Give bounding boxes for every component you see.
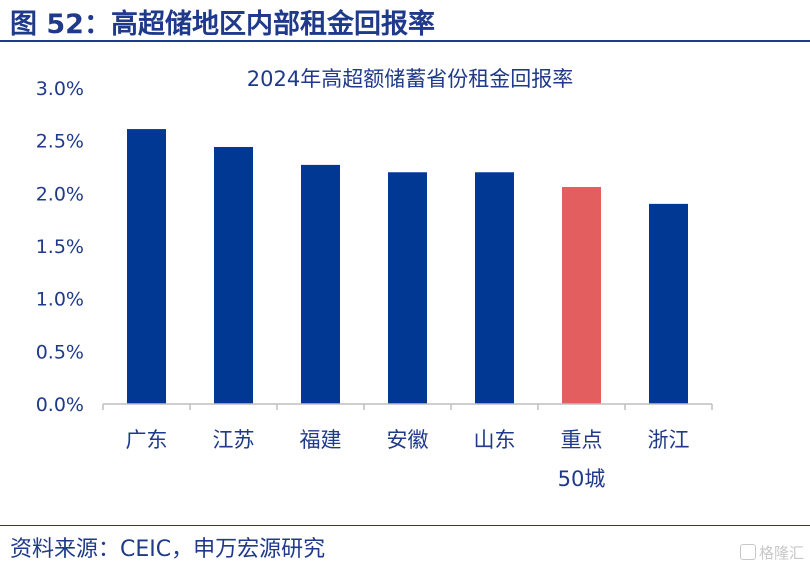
footer-divider [0, 525, 810, 526]
bars [127, 129, 688, 404]
bar [388, 172, 427, 404]
y-tick-label: 2.0% [36, 183, 84, 205]
y-tick-label: 2.5% [36, 131, 84, 153]
bar [562, 187, 601, 404]
chart-title: 2024年高超额储蓄省份租金回报率 [247, 67, 573, 91]
x-axis-tick-marks [102, 404, 713, 410]
y-tick-label: 0.5% [36, 341, 84, 363]
x-tick-label: 浙江 [648, 428, 690, 452]
figure-title: 图 52：高超储地区内部租金回报率 [10, 9, 435, 40]
source-note: 资料来源：CEIC，申万宏源研究 [10, 537, 326, 562]
x-tick-label: 重点 50城 [558, 428, 606, 491]
bar [127, 129, 166, 404]
x-tick-label: 安徽 [387, 428, 429, 452]
y-axis-tick-labels: 0.0% 0.5% 1.0% 1.5% 2.0% 2.5% 3.0% [36, 78, 84, 416]
x-tick-label: 江苏 [213, 428, 255, 452]
bar [649, 203, 688, 404]
bar [214, 146, 253, 404]
y-tick-label: 3.0% [36, 78, 84, 100]
x-tick-label: 山东 [474, 428, 516, 452]
x-tick-label: 广东 [126, 428, 168, 452]
bar [301, 164, 340, 404]
x-tick-label: 福建 [300, 428, 342, 452]
x-axis-tick-labels: 广东 江苏 福建 安徽 山东 重点 50城 浙江 [126, 428, 690, 491]
bar [475, 172, 514, 404]
title-divider [0, 40, 810, 42]
watermark: 格隆汇 [739, 542, 804, 563]
y-tick-label: 1.0% [36, 289, 84, 311]
watermark-text: 格隆汇 [758, 544, 804, 562]
g-logo-icon [739, 544, 756, 560]
y-tick-label: 0.0% [36, 394, 84, 416]
y-tick-label: 1.5% [36, 236, 84, 258]
